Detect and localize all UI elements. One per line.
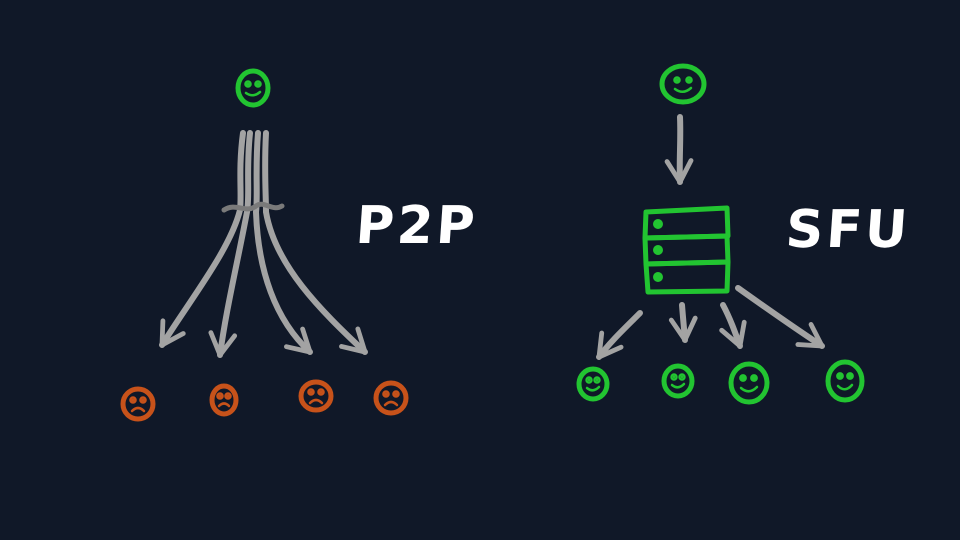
sfu-downlink-arrow-2: [668, 302, 698, 343]
smiley-face-icon: [659, 63, 707, 105]
server-stack-icon: [642, 205, 731, 295]
p2p-stream-arrow-4: [262, 130, 368, 355]
p2p-label: P2P: [353, 196, 480, 256]
sad-face-icon: [373, 380, 409, 416]
p2p-receiver-1: [120, 386, 156, 422]
sfu-sender: [659, 63, 707, 105]
sad-face-icon: [120, 386, 156, 422]
p2p-receivers: [120, 379, 409, 422]
smiley-face-icon: [576, 366, 610, 402]
sfu-receivers: [576, 359, 865, 405]
p2p-stream-arrow-3: [252, 130, 313, 355]
sfu-downlink-arrow-4: [735, 285, 825, 349]
sfu-label: SFU: [783, 200, 913, 260]
sfu-downlink-arrow-1: [596, 310, 643, 360]
smiley-face-icon: [825, 359, 865, 403]
p2p-receiver-4: [373, 380, 409, 416]
sfu-receiver-3: [728, 361, 770, 405]
p2p-receiver-3: [298, 379, 334, 413]
p2p-stream-arrow-2: [208, 130, 253, 358]
sfu-receiver-1: [576, 366, 610, 402]
sfu-receiver-2: [661, 363, 695, 399]
p2p-stream-arrow-1: [159, 130, 246, 348]
p2p-bundle-tie: [221, 201, 285, 213]
p2p-sender: [235, 68, 271, 108]
sad-face-icon: [209, 383, 239, 417]
smiley-face-icon: [728, 361, 770, 405]
sfu-downlinks: [596, 285, 825, 360]
sfu-downlink-arrow-3: [719, 302, 747, 349]
sad-face-icon: [298, 379, 334, 413]
smiley-face-icon: [235, 68, 271, 108]
smiley-face-icon: [661, 363, 695, 399]
p2p-streams: [159, 130, 368, 358]
sfu-uplink-arrow: [664, 114, 694, 185]
sfu-receiver-4: [825, 359, 865, 403]
p2p-receiver-2: [209, 383, 239, 417]
sfu-server: [642, 205, 731, 295]
